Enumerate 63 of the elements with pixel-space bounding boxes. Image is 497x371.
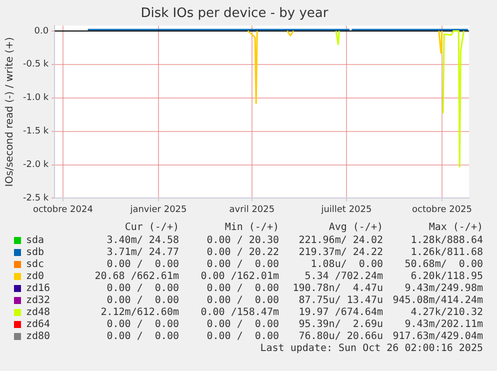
text: 87.75u/ 13.47u (298, 295, 383, 306)
text: 0.00 / 20.30 (206, 235, 279, 246)
text: 219.37m/ 24.22 (298, 247, 383, 258)
y-tick-label: -1.5 k (22, 126, 50, 137)
chart-title: Disk IOs per device - by year (140, 6, 329, 22)
text: 0.00 / 0.00 (206, 295, 279, 306)
legend-label: sdb (26, 247, 44, 258)
text: 50.68m/ 0.00 (404, 259, 483, 270)
text: 0.00 / 0.00 (206, 331, 279, 342)
y-tick-label: -2.5 k (22, 194, 50, 204)
text: 0.00 /162.01m (200, 271, 279, 282)
text: 1.26k/811.68 (410, 247, 483, 258)
x-tick-label: janvier 2025 (129, 204, 187, 215)
text: 19.97 /674.64m (298, 307, 383, 318)
text: 1.08u/ 0.00 (310, 259, 383, 270)
x-tick-label: octobre 2025 (412, 204, 472, 215)
text: 0.00 / 0.00 (106, 295, 179, 306)
text: 3.40m/ 24.58 (106, 235, 179, 246)
text: 0.00 / 0.00 (206, 319, 279, 330)
text: 0.00 /158.47m (200, 307, 279, 318)
legend-label: zd48 (26, 307, 50, 318)
text: 0.00 / 0.00 (106, 283, 179, 294)
text: Avg (-/+) (328, 222, 383, 233)
text: Last update: Sun Oct 26 02:00:16 2025 (260, 343, 483, 354)
legend-label: zd64 (26, 319, 50, 330)
text: 6.20k/118.95 (410, 271, 483, 282)
legend-label: zd0 (26, 271, 44, 282)
y-tick-label: 0.0 (34, 26, 49, 36)
text: 0.00 / 20.22 (206, 247, 279, 258)
y-tick-label: -0.5 k (22, 60, 50, 70)
text: 2.12m/612.60m (100, 307, 179, 318)
text: Min (-/+) (224, 222, 279, 233)
text: 3.71m/ 24.77 (106, 247, 179, 258)
text: 0.00 / 0.00 (206, 283, 279, 294)
y-tick-label: -2.0 k (22, 160, 50, 170)
text: 20.68 /662.61m (94, 271, 179, 282)
text: 5.34 /702.24m (304, 271, 383, 282)
text: Max (-/+) (428, 222, 483, 233)
legend-label: zd32 (26, 295, 50, 306)
legend-label: zd80 (26, 331, 50, 342)
legend-label: sda (26, 235, 44, 246)
y-axis-title: IOs/second read (-) / write (+) (4, 37, 16, 187)
text: 4.27k/210.32 (410, 307, 483, 318)
text: 0.00 / 0.00 (206, 259, 279, 270)
text: 945.08m/414.24m (392, 295, 483, 306)
text: 0.00 / 0.00 (106, 331, 179, 342)
text: 9.43m/249.98m (404, 283, 483, 294)
text: Cur (-/+) (124, 222, 179, 233)
text: 76.80u/ 20.66u (298, 331, 383, 342)
y-tick-label: -1.0 k (22, 93, 50, 104)
text: 190.78n/ 4.47u (292, 283, 383, 294)
text: 1.28k/888.64 (410, 235, 483, 246)
text: 9.43m/202.11m (404, 319, 483, 330)
legend-label: zd16 (26, 283, 50, 294)
text: 221.96m/ 24.02 (298, 235, 383, 246)
x-tick-label: octobre 2024 (32, 204, 94, 215)
text: 917.63m/429.04m (392, 331, 483, 342)
x-tick-label: juillet 2025 (320, 204, 372, 215)
text: 95.39n/ 2.69u (298, 319, 383, 330)
legend-label: sdc (26, 259, 44, 270)
text: 0.00 / 0.00 (106, 319, 179, 330)
x-tick-label: avril 2025 (229, 204, 275, 215)
text: 0.00 / 0.00 (106, 259, 179, 270)
